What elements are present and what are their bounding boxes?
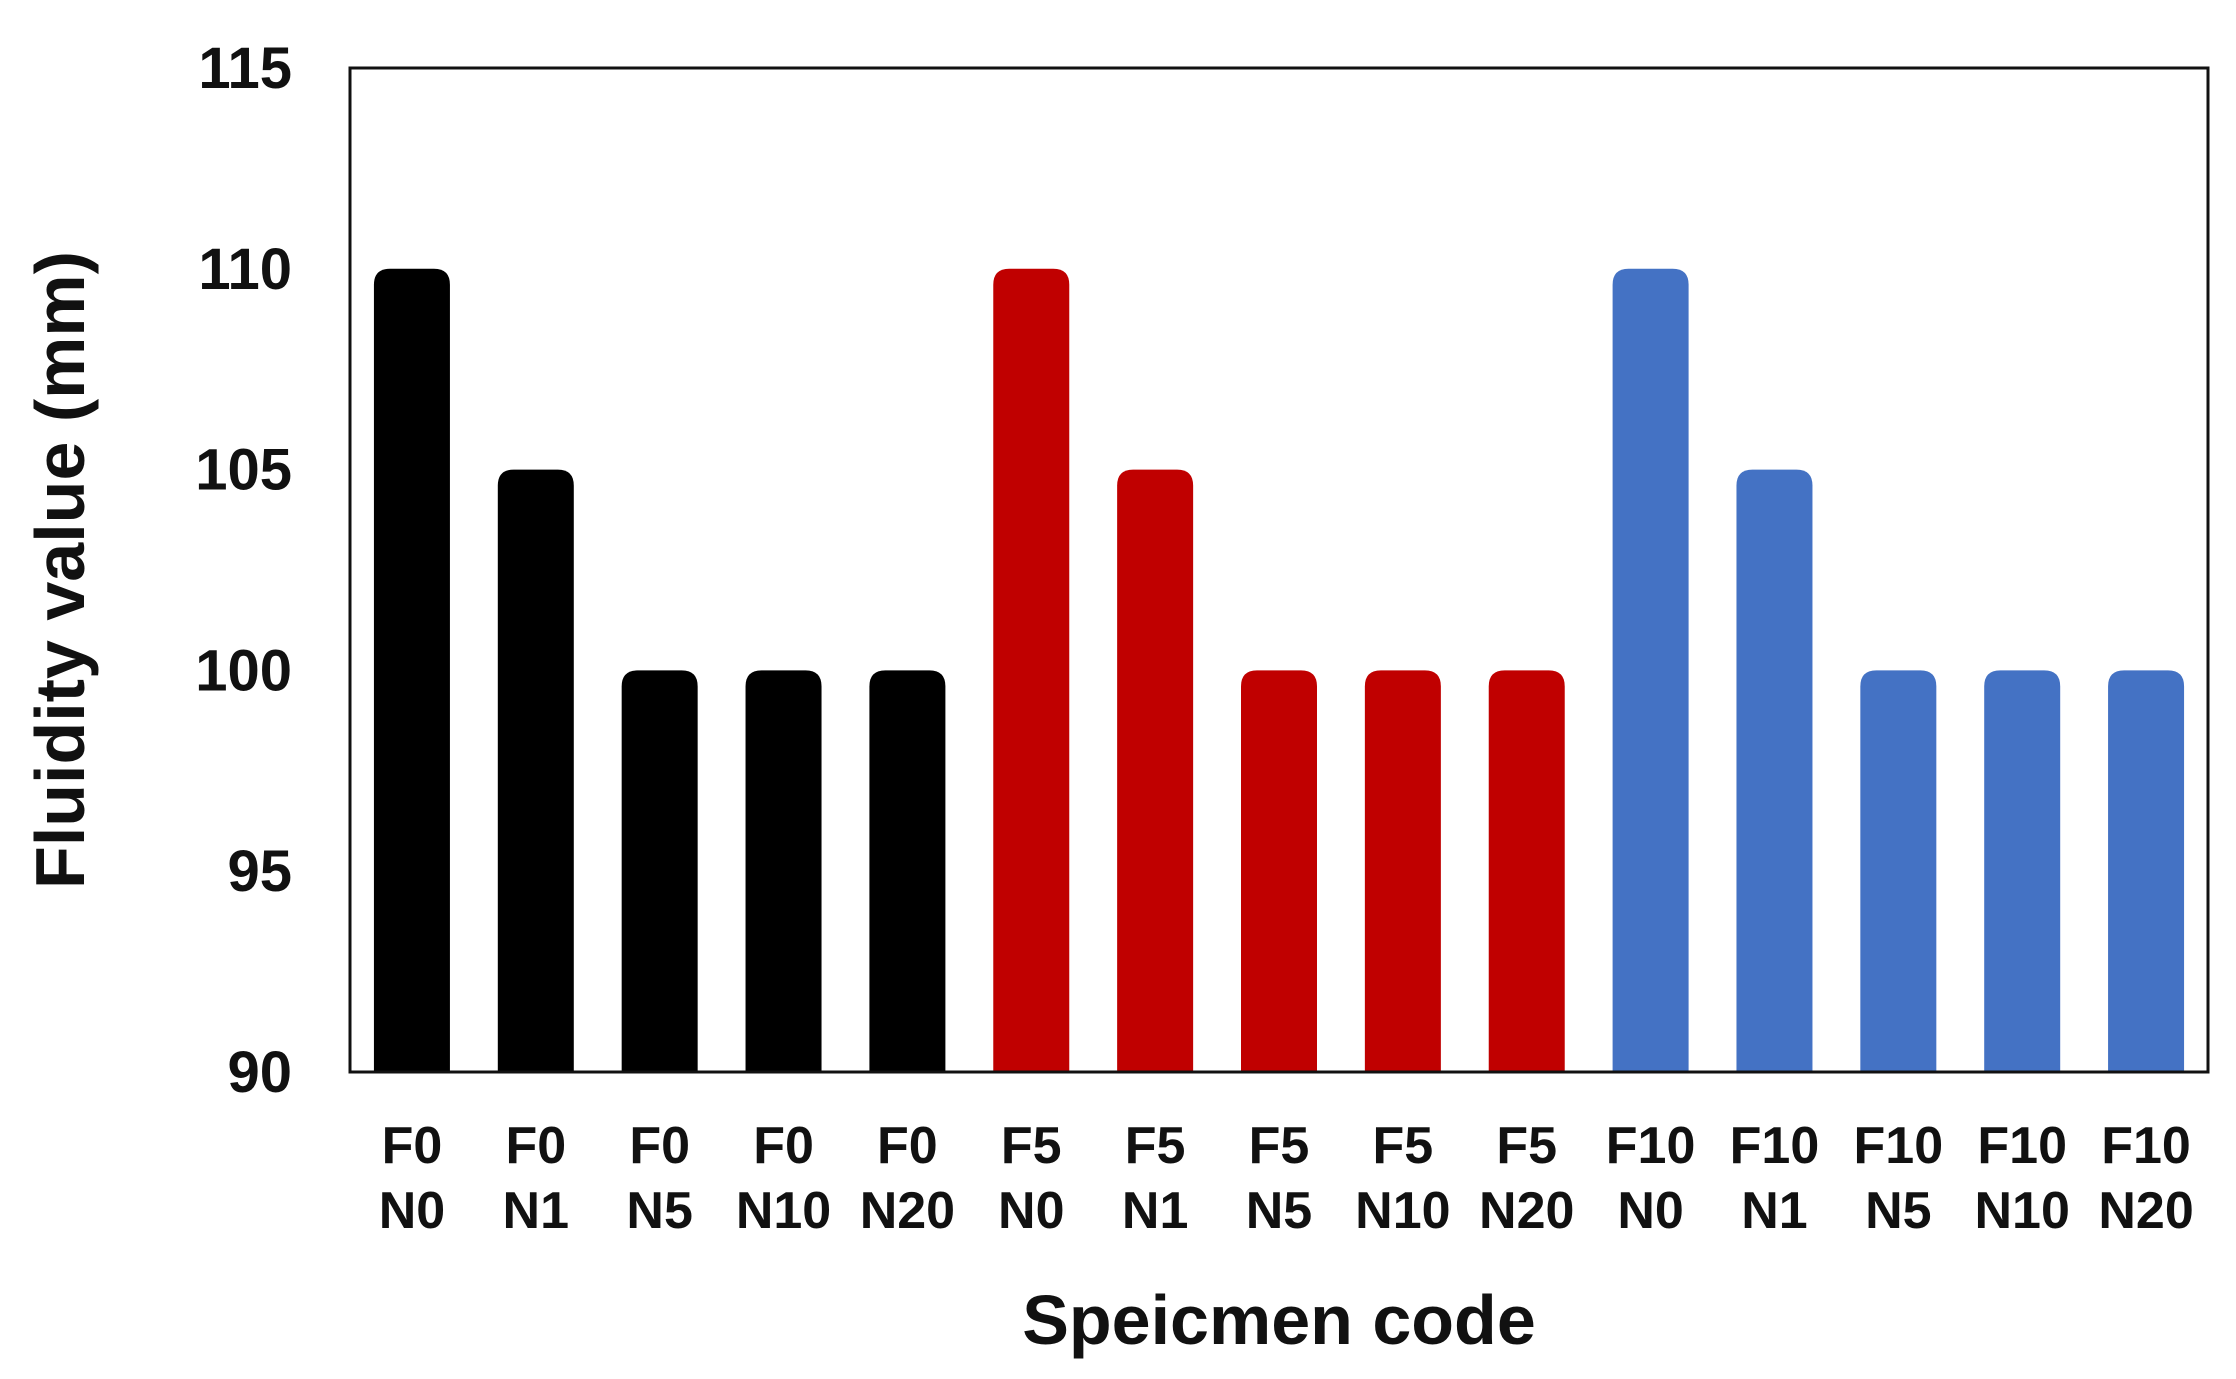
bar-f5-n1	[1117, 469, 1194, 1073]
x-category-label: F10	[2101, 1117, 2191, 1175]
bar-f0-n10	[745, 670, 822, 1072]
x-category-label: N10	[1974, 1182, 2069, 1240]
x-category-label: F10	[1854, 1117, 1944, 1175]
bar-f5-n10	[1364, 670, 1441, 1072]
plot-frame	[348, 66, 2210, 1074]
x-category-label: N20	[860, 1182, 955, 1240]
x-category-label: N0	[379, 1182, 445, 1240]
bar-f10-n1	[1736, 469, 1813, 1073]
x-category-label: N20	[2098, 1182, 2193, 1240]
bars-layer	[373, 268, 2185, 1073]
y-tick-label: 110	[198, 237, 292, 302]
y-tick-label: 105	[195, 438, 292, 503]
bar-f5-n20	[1488, 670, 1565, 1072]
bar-f10-n5	[1860, 670, 1937, 1072]
y-tick-label: 100	[195, 638, 292, 703]
x-category-label: F10	[1977, 1117, 2067, 1175]
x-category-label: F5	[1496, 1117, 1557, 1175]
x-category-label: N1	[1741, 1182, 1807, 1240]
x-axis-title: Speicmen code	[1022, 1281, 1536, 1359]
bar-f10-n0	[1612, 268, 1689, 1072]
x-category-label: N20	[1479, 1182, 1574, 1240]
y-tick-label: 90	[227, 1040, 292, 1105]
axis-layer	[348, 66, 2210, 1074]
x-category-label: N5	[1246, 1182, 1312, 1240]
x-category-label: F10	[1606, 1117, 1696, 1175]
x-category-label: F0	[629, 1117, 690, 1175]
bar-f0-n0	[373, 268, 450, 1072]
x-category-label: F0	[382, 1117, 443, 1175]
x-category-label: F5	[1125, 1117, 1186, 1175]
bar-f5-n0	[993, 268, 1070, 1072]
bar-f0-n1	[497, 469, 574, 1073]
x-category-label: F5	[1001, 1117, 1062, 1175]
x-category-label: N0	[998, 1182, 1064, 1240]
y-tick-labels: 90 95 100 105 110 115	[195, 36, 292, 1105]
bar-f0-n5	[621, 670, 698, 1072]
x-category-label: F0	[505, 1117, 566, 1175]
x-category-labels: F0 N0 F0 N1 F0 N5 F0 N10 F0 N20 F5 N0 F5 N1 F5 N5 F5 N10 F…	[379, 1117, 2194, 1240]
bar-f5-n5	[1241, 670, 1317, 1072]
bar-f10-n20	[2108, 670, 2185, 1072]
x-category-label: F0	[877, 1117, 938, 1175]
x-category-label: N10	[1355, 1182, 1450, 1240]
x-category-label: F5	[1249, 1117, 1310, 1175]
x-category-label: N0	[1617, 1182, 1683, 1240]
x-category-label: N10	[736, 1182, 831, 1240]
x-category-label: N5	[626, 1182, 692, 1240]
bar-f10-n10	[1984, 670, 2061, 1072]
y-tick-label: 115	[198, 36, 292, 101]
x-category-label: F0	[753, 1117, 814, 1175]
y-axis-title: Fluidity value (mm)	[21, 251, 99, 889]
x-category-label: F5	[1373, 1117, 1434, 1175]
x-category-label: F10	[1730, 1117, 1820, 1175]
y-tick-label: 95	[227, 839, 292, 904]
x-category-label: N1	[503, 1182, 569, 1240]
x-category-label: N1	[1122, 1182, 1188, 1240]
x-category-label: N5	[1865, 1182, 1931, 1240]
bar-f0-n20	[869, 670, 946, 1072]
